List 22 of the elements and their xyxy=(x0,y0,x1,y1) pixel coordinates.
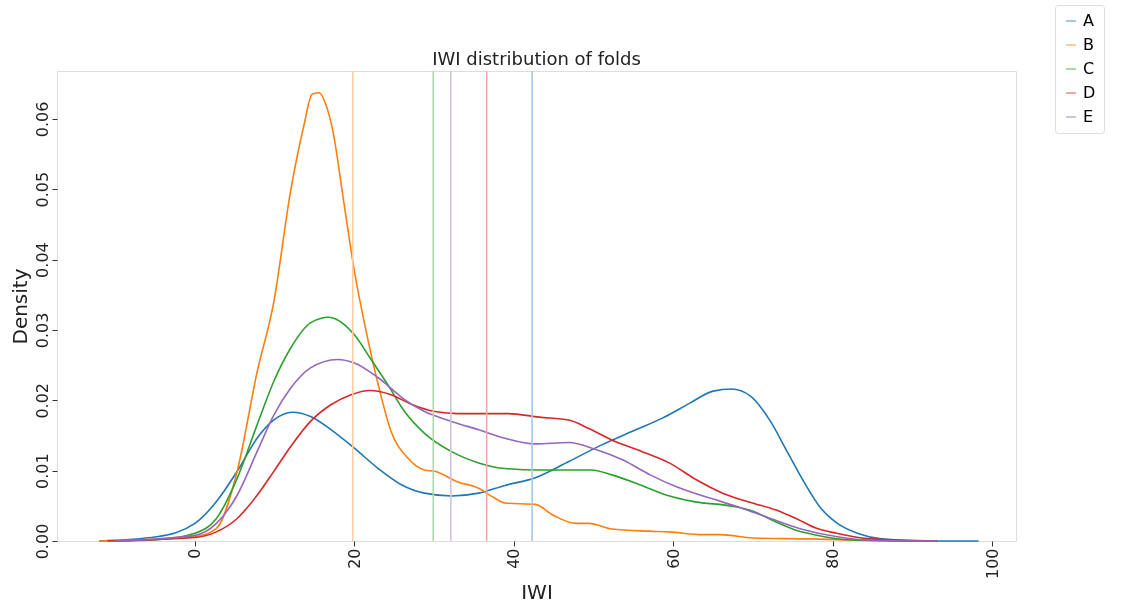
y-tick-label: 0.02 xyxy=(32,382,52,419)
y-tick-label: 0.01 xyxy=(32,453,52,489)
x-tick-label: 60 xyxy=(663,548,683,569)
legend-label: E xyxy=(1083,107,1094,126)
x-tick-label: 40 xyxy=(504,548,524,569)
x-tick-label: 20 xyxy=(344,548,364,569)
legend-label: B xyxy=(1083,35,1094,54)
chart-title: IWI distribution of folds xyxy=(432,47,641,69)
legend-label: D xyxy=(1083,83,1096,102)
y-tick-label: 0.04 xyxy=(32,242,52,278)
y-tick-label: 0.00 xyxy=(32,523,52,560)
y-tick-label: 0.03 xyxy=(32,312,52,349)
x-tick-label: 0 xyxy=(185,548,205,559)
y-tick-label: 0.05 xyxy=(32,171,52,208)
y-tick-label: 0.06 xyxy=(32,101,52,138)
y-axis-title: Density xyxy=(7,268,32,345)
x-tick-label: 100 xyxy=(982,548,1002,580)
x-tick-label: 80 xyxy=(823,548,843,569)
x-axis-title: IWI xyxy=(521,580,553,605)
legend-label: C xyxy=(1083,59,1095,78)
legend-label: A xyxy=(1083,11,1094,30)
line-series xyxy=(114,358,938,542)
